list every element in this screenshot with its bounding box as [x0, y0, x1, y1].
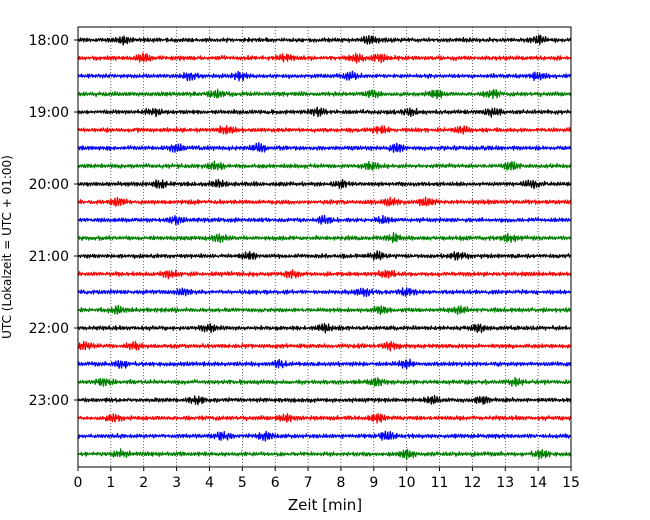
x-tick-label: 8: [336, 475, 345, 491]
seismogram-trace: [77, 70, 572, 82]
seismogram-trace: [77, 106, 572, 118]
seismogram-trace: [77, 394, 572, 406]
x-tick-label: 2: [139, 475, 148, 491]
y-tick-label: 23:00: [29, 393, 69, 409]
traces: [77, 34, 572, 461]
y-axis-label: UTC (Lokalzeit = UTC + 01:00): [0, 155, 14, 339]
x-tick-label: 12: [463, 475, 481, 491]
x-tick-label: 7: [304, 475, 313, 491]
y-tick-label: 19:00: [29, 105, 69, 121]
y-tick-label: 21:00: [29, 249, 69, 265]
seismogram-trace: [77, 52, 572, 64]
seismogram-trace: [77, 141, 572, 153]
y-axis: 18:00 19:00 20:00 21:00 22:00 23:00: [29, 33, 78, 409]
x-tick-label: 4: [205, 475, 214, 491]
seismogram-trace: [77, 34, 572, 46]
seismogram-trace: [77, 304, 572, 316]
seismogram-trace: [77, 430, 572, 442]
seismogram-trace: [77, 178, 572, 190]
x-tick-label: 5: [238, 475, 247, 491]
plot-area: [78, 27, 571, 467]
x-tick-label: 0: [74, 475, 83, 491]
x-tick-label: 13: [496, 475, 514, 491]
seismogram-trace: [77, 358, 572, 370]
seismogram-trace: [77, 413, 572, 424]
seismogram-trace: [77, 376, 572, 387]
x-tick-label: 15: [562, 475, 580, 491]
y-tick-label: 18:00: [29, 33, 69, 49]
seismogram-trace: [77, 231, 572, 244]
plot-frame: [77, 26, 572, 468]
x-tick-label: 1: [106, 475, 115, 491]
seismogram-trace: [77, 250, 572, 261]
seismogram-trace: [77, 448, 572, 461]
seismogram-trace: [77, 269, 572, 280]
seismogram-trace: [77, 125, 572, 135]
x-tick-label: 11: [431, 475, 449, 491]
x-tick-label: 10: [398, 475, 416, 491]
x-tick-label: 14: [529, 475, 547, 491]
x-axis-label: Zeit [min]: [288, 496, 362, 514]
grid: [110, 27, 539, 467]
seismogram-trace: [77, 88, 572, 100]
seismogram-trace: [77, 196, 572, 207]
y-tick-label: 22:00: [29, 321, 69, 337]
seismogram-trace: [77, 322, 572, 334]
x-tick-label: 3: [172, 475, 181, 491]
seismogram-trace: [77, 160, 572, 171]
seismogram-trace: [77, 340, 572, 352]
x-tick-label: 6: [271, 475, 280, 491]
seismogram-trace: [77, 287, 572, 298]
y-tick-label: 20:00: [29, 177, 69, 193]
seismogram-trace: [77, 214, 572, 226]
x-tick-label: 9: [369, 475, 378, 491]
x-axis: 0 1 2 3 4 5 6 7 8 9 10 11 12 13 14 15: [74, 467, 580, 491]
